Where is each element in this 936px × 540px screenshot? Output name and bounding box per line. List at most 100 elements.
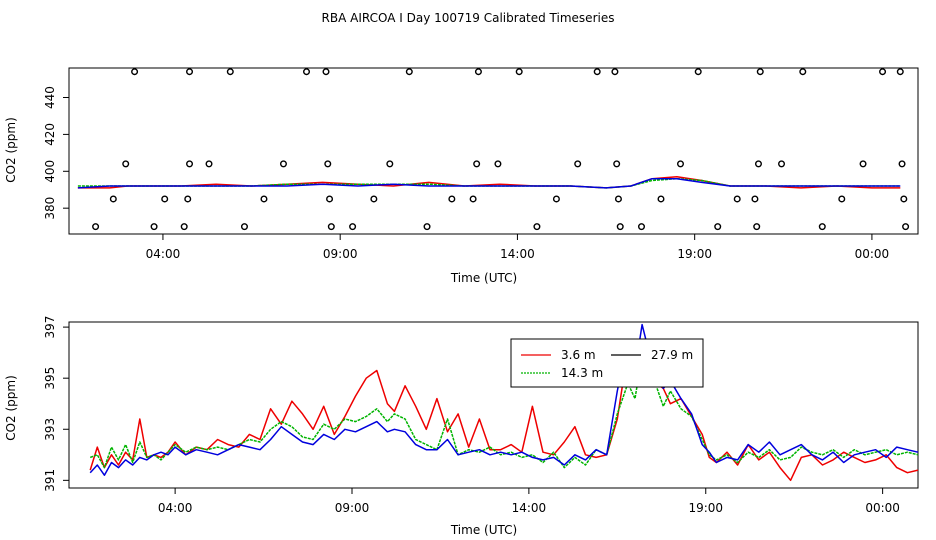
legend: 3.6 m 27.9 m 14.3 m bbox=[510, 338, 704, 388]
calibration-point bbox=[751, 195, 759, 203]
bottom-x-tick-label: 14:00 bbox=[512, 501, 547, 515]
legend-label-3.6m: 3.6 m bbox=[561, 348, 596, 362]
calibration-point bbox=[902, 223, 910, 231]
calibration-point bbox=[593, 68, 601, 76]
top-y-tick-label: 400 bbox=[43, 160, 57, 183]
top-x-tick-label: 19:00 bbox=[677, 247, 712, 261]
bottom-series-27.9m bbox=[89, 323, 919, 476]
calibration-point bbox=[180, 223, 188, 231]
calibration-point bbox=[279, 160, 287, 168]
calibration-point bbox=[349, 223, 357, 231]
bottom-y-axis: 391 393 395 397 bbox=[43, 316, 69, 492]
legend-label-27.9m: 27.9 m bbox=[651, 348, 693, 362]
calibration-point bbox=[226, 68, 234, 76]
calibration-point bbox=[324, 160, 332, 168]
calibration-point bbox=[753, 223, 761, 231]
top-x-tick-label: 04:00 bbox=[146, 247, 181, 261]
bottom-x-tick-label: 09:00 bbox=[335, 501, 370, 515]
calibration-point bbox=[161, 195, 169, 203]
calibration-point bbox=[756, 68, 764, 76]
calibration-point bbox=[714, 223, 722, 231]
calibration-point bbox=[515, 68, 523, 76]
top-x-tick-label: 14:00 bbox=[500, 247, 535, 261]
calibration-point bbox=[405, 68, 413, 76]
bottom-y-label: CO2 (ppm) bbox=[4, 375, 18, 441]
calibration-point bbox=[533, 223, 541, 231]
calibration-point bbox=[131, 68, 139, 76]
top-series bbox=[77, 176, 901, 189]
calibration-point bbox=[327, 223, 335, 231]
calibration-point bbox=[184, 195, 192, 203]
calibration-point bbox=[818, 223, 826, 231]
calibration-point bbox=[657, 195, 665, 203]
calibration-point bbox=[552, 195, 560, 203]
bottom-series bbox=[89, 323, 919, 482]
calibration-point bbox=[473, 160, 481, 168]
calibration-point bbox=[260, 195, 268, 203]
calibration-point bbox=[326, 195, 334, 203]
bottom-panel: 04:00 09:00 14:00 19:00 00:00 391 393 395 397 T… bbox=[4, 316, 919, 537]
top-x-axis: 04:00 09:00 14:00 19:00 00:00 bbox=[146, 234, 889, 261]
calibration-point bbox=[676, 160, 684, 168]
bottom-x-tick-label: 19:00 bbox=[688, 501, 723, 515]
calibration-point bbox=[616, 223, 624, 231]
calibration-points bbox=[92, 68, 910, 231]
bottom-y-tick-label: 391 bbox=[43, 469, 57, 492]
calibration-point bbox=[423, 223, 431, 231]
bottom-y-tick-label: 393 bbox=[43, 418, 57, 441]
calibration-point bbox=[694, 68, 702, 76]
top-x-label: Time (UTC) bbox=[450, 271, 517, 285]
calibration-point bbox=[637, 223, 645, 231]
calibration-point bbox=[240, 223, 248, 231]
calibration-point bbox=[754, 160, 762, 168]
legend-label-14.3m: 14.3 m bbox=[561, 366, 603, 380]
calibration-point bbox=[494, 160, 502, 168]
calibration-point bbox=[322, 68, 330, 76]
bottom-x-label: Time (UTC) bbox=[450, 523, 517, 537]
bottom-plot-frame bbox=[68, 321, 919, 489]
calibration-point bbox=[879, 68, 887, 76]
calibration-point bbox=[613, 160, 621, 168]
calibration-point bbox=[733, 195, 741, 203]
top-y-tick-label: 380 bbox=[43, 197, 57, 220]
calibration-point bbox=[896, 68, 904, 76]
top-plot-frame bbox=[68, 67, 919, 235]
calibration-point bbox=[122, 160, 130, 168]
calibration-point bbox=[370, 195, 378, 203]
calibration-point bbox=[448, 195, 456, 203]
calibration-point bbox=[469, 195, 477, 203]
calibration-point bbox=[303, 68, 311, 76]
calibration-point bbox=[186, 68, 194, 76]
calibration-point bbox=[92, 223, 100, 231]
calibration-point bbox=[611, 68, 619, 76]
calibration-point bbox=[898, 160, 906, 168]
calibration-point bbox=[386, 160, 394, 168]
top-y-label: CO2 (ppm) bbox=[4, 117, 18, 183]
legend-box bbox=[510, 338, 704, 388]
bottom-x-axis: 04:00 09:00 14:00 19:00 00:00 bbox=[158, 488, 900, 515]
calibration-point bbox=[474, 68, 482, 76]
top-y-tick-label: 440 bbox=[43, 86, 57, 109]
top-y-tick-label: 420 bbox=[43, 123, 57, 146]
calibration-point bbox=[109, 195, 117, 203]
top-panel: 04:00 09:00 14:00 19:00 00:00 380 400 420 440 T… bbox=[4, 67, 919, 285]
calibration-point bbox=[574, 160, 582, 168]
top-y-axis: 380 400 420 440 bbox=[43, 86, 69, 220]
calibration-point bbox=[900, 195, 908, 203]
bottom-y-tick-label: 395 bbox=[43, 367, 57, 390]
bottom-x-tick-label: 00:00 bbox=[865, 501, 900, 515]
chart-title: RBA AIRCOA I Day 100719 Calibrated Times… bbox=[322, 11, 615, 25]
calibration-point bbox=[150, 223, 158, 231]
calibration-point bbox=[205, 160, 213, 168]
bottom-y-tick-label: 397 bbox=[43, 316, 57, 339]
calibration-point bbox=[614, 195, 622, 203]
bottom-series-14.3m bbox=[89, 354, 919, 469]
calibration-point bbox=[859, 160, 867, 168]
top-x-tick-label: 09:00 bbox=[323, 247, 358, 261]
bottom-series-3.6m bbox=[89, 339, 919, 482]
calibration-point bbox=[838, 195, 846, 203]
calibration-point bbox=[778, 160, 786, 168]
calibration-point bbox=[186, 160, 194, 168]
bottom-x-tick-label: 04:00 bbox=[158, 501, 193, 515]
